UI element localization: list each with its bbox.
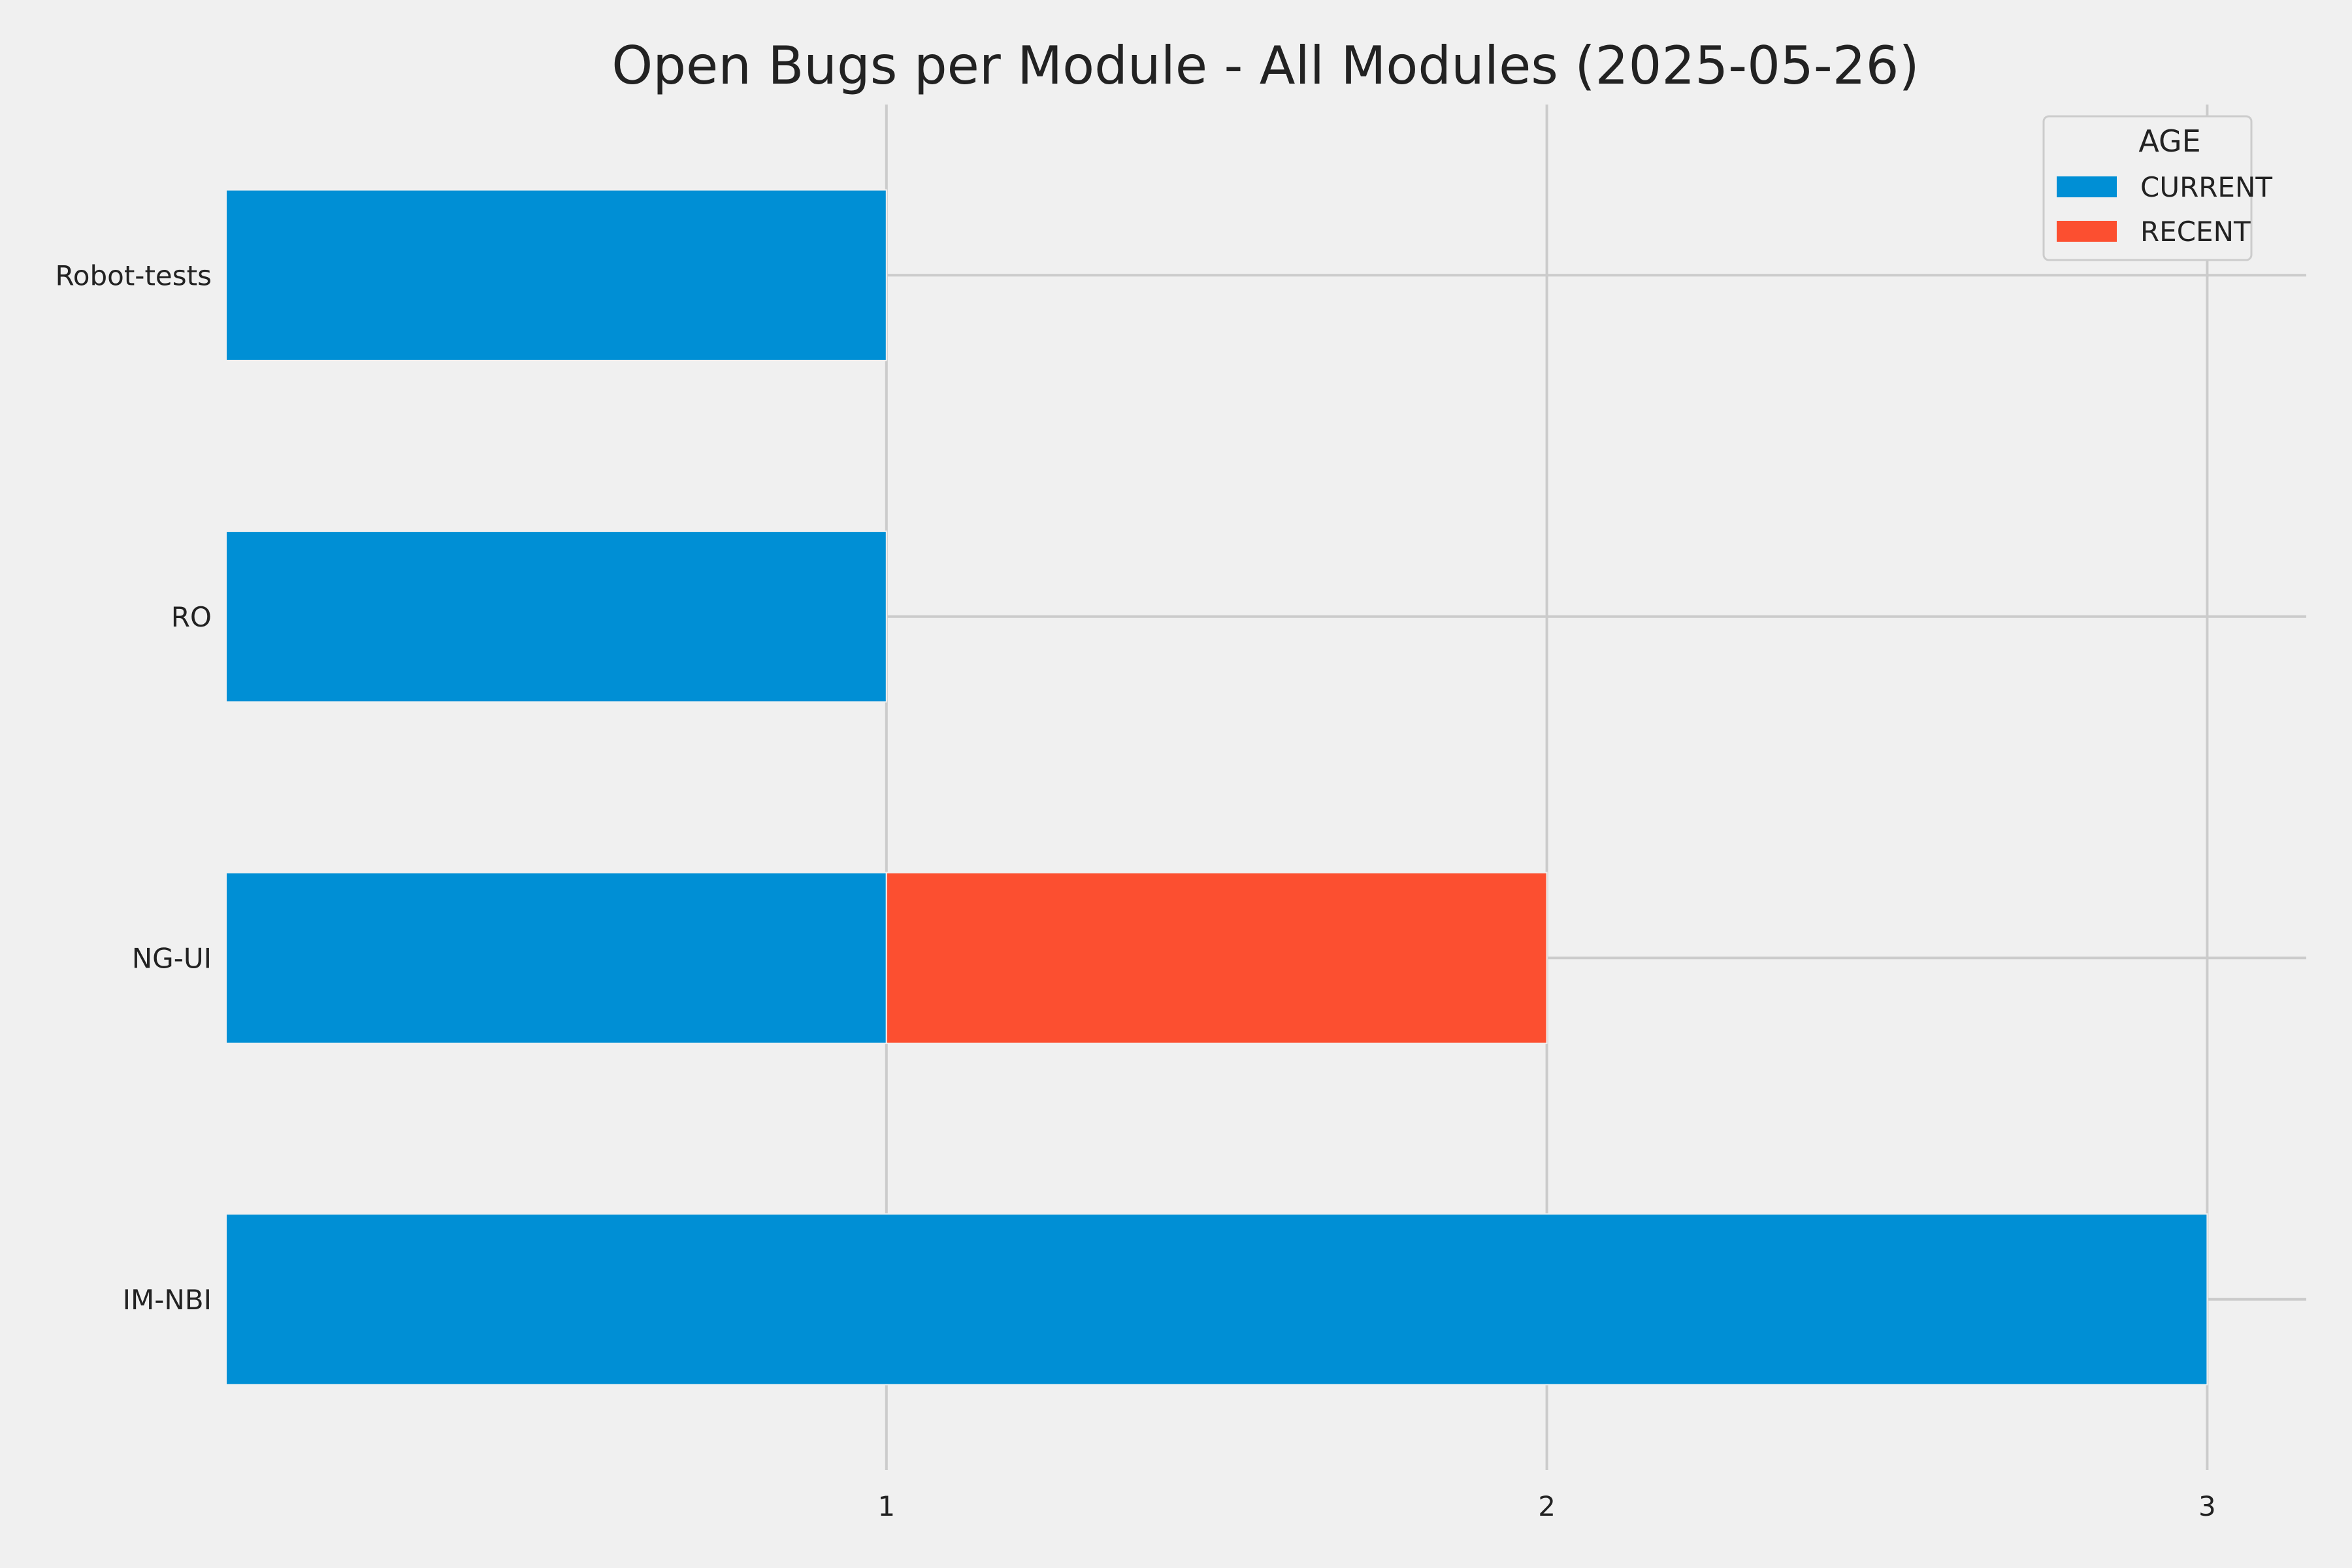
x-tick-label: 2 [1538,1490,1556,1522]
bar-current-ro [225,531,887,703]
bars [225,189,2208,1386]
x-tick-label: 1 [877,1490,895,1522]
y-tick-labels: IM-NBI NG-UI RO Robot-tests [55,259,212,1316]
bar-current-im-nbi [225,1213,2208,1386]
bar-current-ng-ui [225,872,887,1044]
bar-recent-ng-ui [885,872,1548,1044]
legend-title: AGE [2138,123,2200,159]
legend-swatch [2057,176,2117,197]
legend-swatch [2057,221,2117,242]
legend-label: RECENT [2140,216,2251,248]
x-tick-label: 3 [2198,1490,2216,1522]
x-tick-labels: 1 2 3 [877,1490,2215,1522]
bar-current-robot-tests [225,189,887,361]
chart-title: Open Bugs per Module - All Modules (2025… [612,35,1919,96]
legend: AGE CURRENT RECENT [2042,115,2272,261]
legend-label: CURRENT [2140,171,2272,203]
legend-items: CURRENT RECENT [2057,171,2272,248]
y-tick-label: NG-UI [132,942,212,974]
y-tick-label: RO [171,601,212,633]
y-tick-label: Robot-tests [55,259,212,291]
y-tick-label: IM-NBI [123,1284,212,1316]
